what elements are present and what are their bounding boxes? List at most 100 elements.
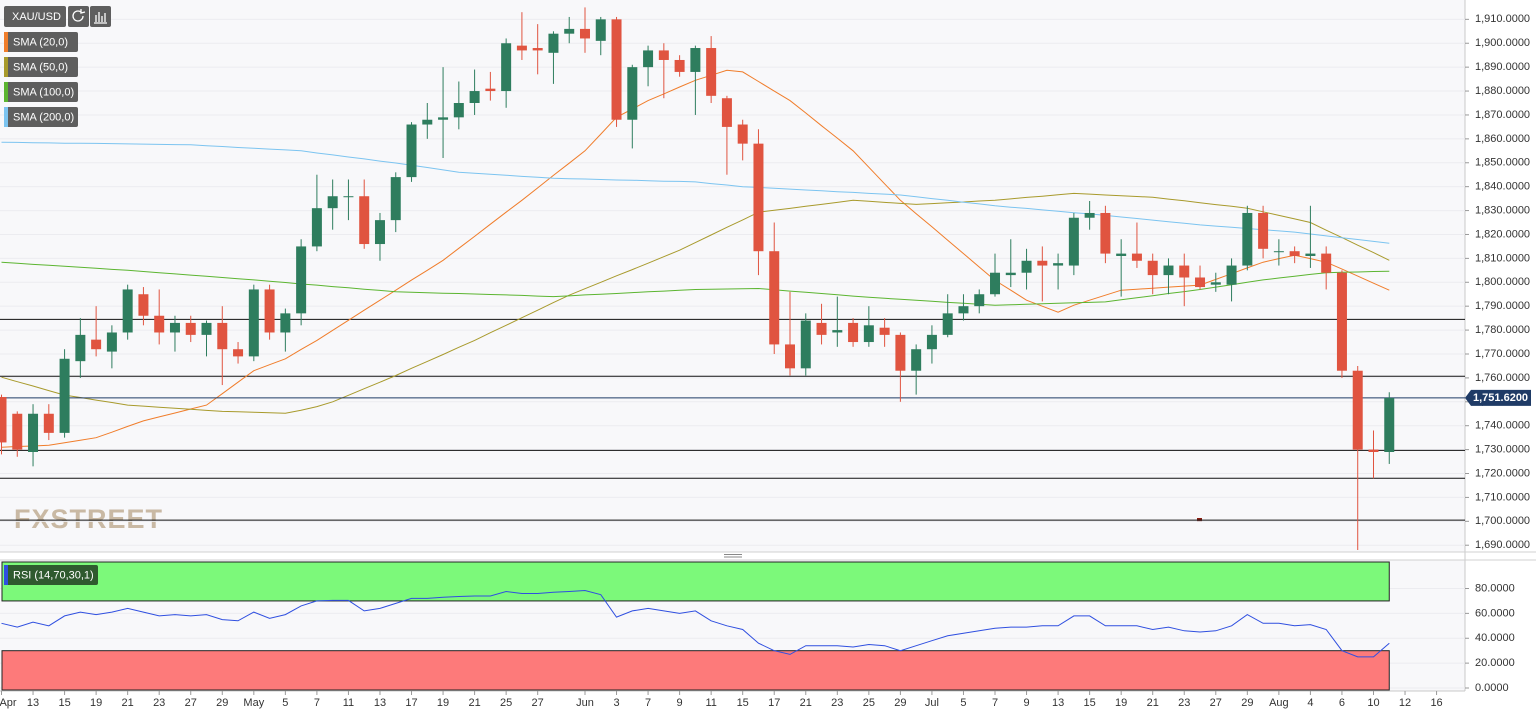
candle-body xyxy=(185,322,196,335)
symbol-box[interactable] xyxy=(4,6,66,27)
candle-body xyxy=(658,50,669,60)
y-tick-label: 1,910.0000 xyxy=(1475,13,1530,25)
candle-body xyxy=(737,124,748,144)
candle-body xyxy=(990,272,1001,295)
x-tick-label: 15 xyxy=(737,697,749,709)
candle-body xyxy=(280,313,291,333)
legend-box[interactable] xyxy=(4,107,78,127)
candle-body xyxy=(911,349,922,371)
legend-swatch xyxy=(4,32,8,52)
candle-body xyxy=(343,196,354,198)
candle-body xyxy=(1258,212,1269,249)
candle-body xyxy=(1116,253,1127,256)
sma-line xyxy=(1,141,1390,244)
candle-body xyxy=(264,289,275,333)
x-tick-label: 29 xyxy=(216,697,228,709)
x-tick-label: 21 xyxy=(122,697,134,709)
axes: 1,690.0000 1,700.0000 1,710.0000 1,720.0000… xyxy=(0,13,1531,709)
candle-body xyxy=(390,177,401,221)
candle-body xyxy=(532,48,543,51)
y-tick-label: 1,820.0000 xyxy=(1475,228,1530,240)
candle-body xyxy=(501,43,512,92)
x-tick-label: 15 xyxy=(1084,697,1096,709)
x-tick-label: 5 xyxy=(282,697,288,709)
x-tick-label: 13 xyxy=(1052,697,1064,709)
candle-body xyxy=(438,117,449,120)
y-tick-label: 1,850.0000 xyxy=(1475,157,1530,169)
x-tick-label: 23 xyxy=(153,697,165,709)
x-tick-label: 21 xyxy=(468,697,480,709)
splitter-grip[interactable] xyxy=(724,554,742,558)
candle-body xyxy=(516,45,527,51)
x-tick-label: Jun xyxy=(576,697,594,709)
y-tick-label: 1,720.0000 xyxy=(1475,467,1530,479)
candle-body xyxy=(848,322,859,343)
y-tick-label: 1,830.0000 xyxy=(1475,204,1530,216)
y-tick-label: 1,810.0000 xyxy=(1475,252,1530,264)
x-tick-label: 19 xyxy=(90,697,102,709)
candle-body xyxy=(721,98,732,127)
y-tick-label: 1,800.0000 xyxy=(1475,276,1530,288)
legend-label: SMA (200,0) xyxy=(13,111,74,123)
last-price-box xyxy=(1465,389,1531,406)
x-tick-label: 10 xyxy=(1367,697,1379,709)
legend-box[interactable] xyxy=(4,57,78,77)
y-tick-label: 1,870.0000 xyxy=(1475,109,1530,121)
x-tick-label: 25 xyxy=(863,697,875,709)
candle-body xyxy=(579,28,590,39)
x-tick-label: 23 xyxy=(831,697,843,709)
candle-body xyxy=(201,322,212,335)
y-tick-label: 1,770.0000 xyxy=(1475,348,1530,360)
legend-box[interactable] xyxy=(4,82,78,102)
candle-body xyxy=(548,33,559,53)
legend-box[interactable] xyxy=(4,565,98,585)
legend-label: SMA (100,0) xyxy=(13,86,74,98)
candle-body xyxy=(706,48,717,96)
candle-body xyxy=(248,289,259,357)
x-tick-label: May xyxy=(243,697,264,709)
x-tick-label: 19 xyxy=(1115,697,1127,709)
candle-body xyxy=(296,246,307,314)
x-tick-label: 6 xyxy=(1339,697,1345,709)
candle-body xyxy=(1005,272,1016,276)
x-tick-label: 21 xyxy=(800,697,812,709)
legend-label: RSI (14,70,30,1) xyxy=(13,569,94,581)
candle-body xyxy=(28,413,39,452)
x-tick-label: Jul xyxy=(925,697,939,709)
candle-body xyxy=(1131,253,1142,261)
candle-body xyxy=(1037,260,1048,266)
x-tick-label: 29 xyxy=(894,697,906,709)
x-tick-label: 23 xyxy=(1178,697,1190,709)
chart-type-button[interactable] xyxy=(90,6,111,27)
x-tick-label: 5 xyxy=(960,697,966,709)
y-tick-label: 1,700.0000 xyxy=(1475,515,1530,527)
y-tick-label: 1,860.0000 xyxy=(1475,133,1530,145)
x-tick-label: 7 xyxy=(314,697,320,709)
x-tick-label: 13 xyxy=(27,697,39,709)
x-tick-label: 29 xyxy=(1241,697,1253,709)
candle-body xyxy=(138,294,149,316)
symbol: XAU/USD xyxy=(12,11,61,23)
candle-body xyxy=(958,306,969,314)
candle-body xyxy=(485,88,496,92)
x-tick-label: 9 xyxy=(677,697,683,709)
candle-body xyxy=(1084,212,1095,218)
x-tick-label: 11 xyxy=(343,697,354,709)
candle-body xyxy=(690,48,701,72)
legend-box[interactable] xyxy=(4,32,78,52)
y-tick-label: 1,880.0000 xyxy=(1475,85,1530,97)
refresh-icon xyxy=(72,9,86,22)
candle-body xyxy=(1321,253,1332,273)
legend: XAU/USD SMA (20,0) SMA (50,0) SMA (100,0) S… xyxy=(4,6,111,585)
candle-body xyxy=(942,313,953,335)
x-tick-label: 7 xyxy=(645,697,651,709)
x-tick-label: 11 xyxy=(705,697,716,709)
candle-body xyxy=(863,325,874,343)
indicator-lines xyxy=(0,69,1465,658)
oversold-zone xyxy=(1,650,1390,691)
refresh-button[interactable] xyxy=(68,6,89,27)
x-tick-label: 27 xyxy=(532,697,544,709)
candle-body xyxy=(926,334,937,350)
x-tick-label: 9 xyxy=(1023,697,1029,709)
candle-body xyxy=(1368,449,1379,452)
